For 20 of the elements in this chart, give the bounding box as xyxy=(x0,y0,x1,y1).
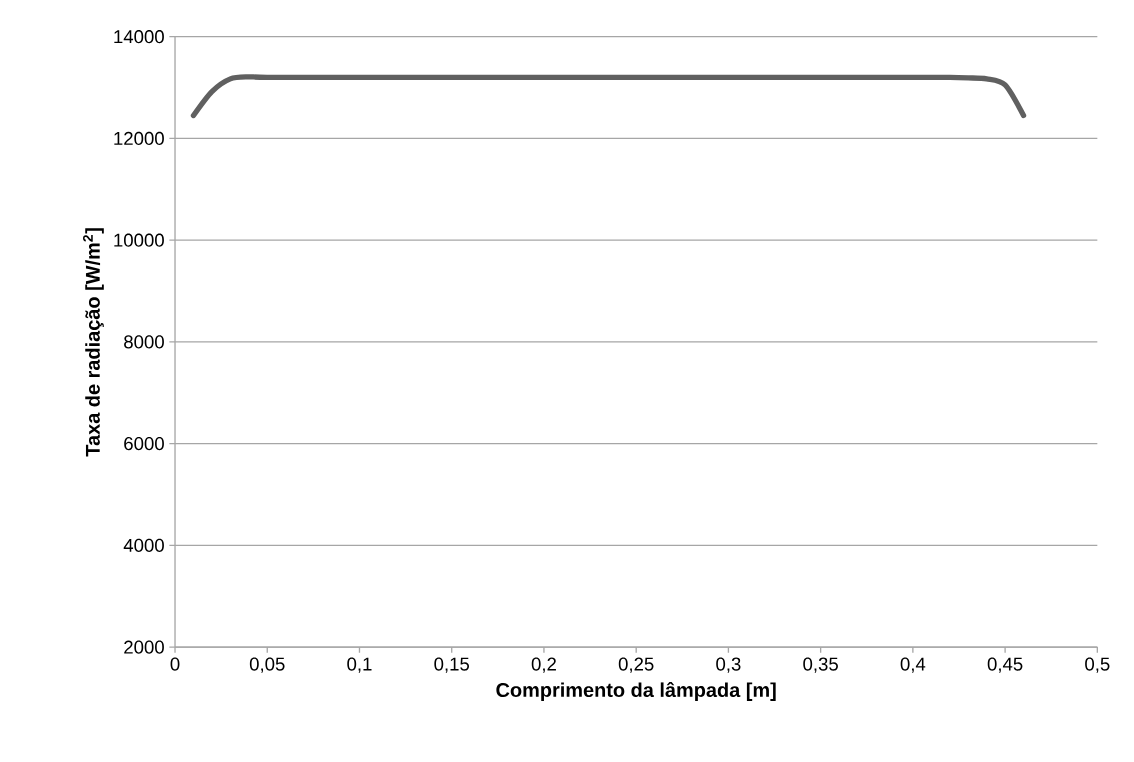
y-tick-label: 10000 xyxy=(114,233,164,247)
x-tick-label: 0,35 xyxy=(803,657,838,673)
x-tick-label: 0,05 xyxy=(249,657,285,673)
y-tick-label: 6000 xyxy=(124,437,164,451)
x-tick-label: 0,45 xyxy=(987,657,1023,673)
y-tick-label: 2000 xyxy=(124,640,164,654)
y-tick-label: 8000 xyxy=(124,335,164,349)
x-tick-label: 0,1 xyxy=(347,657,372,673)
x-tick-label: 0,3 xyxy=(716,657,741,673)
y-tick-label: 14000 xyxy=(114,30,164,44)
x-tick-label: 0,15 xyxy=(434,657,470,673)
y-tick-label: 4000 xyxy=(123,538,164,552)
x-tick-label: 0,5 xyxy=(1085,657,1110,673)
x-tick-label: 0,2 xyxy=(531,657,556,673)
x-tick-label: 0 xyxy=(170,657,180,671)
x-axis-title: Comprimento da lâmpada [m] xyxy=(496,681,776,701)
y-tick-label: 12000 xyxy=(114,131,164,145)
x-tick-label: 0,25 xyxy=(618,657,654,673)
y-axis-title: Taxa de radiação [W/m$^{2}$] xyxy=(83,228,104,457)
x-tick-label: 0,4 xyxy=(900,657,926,673)
